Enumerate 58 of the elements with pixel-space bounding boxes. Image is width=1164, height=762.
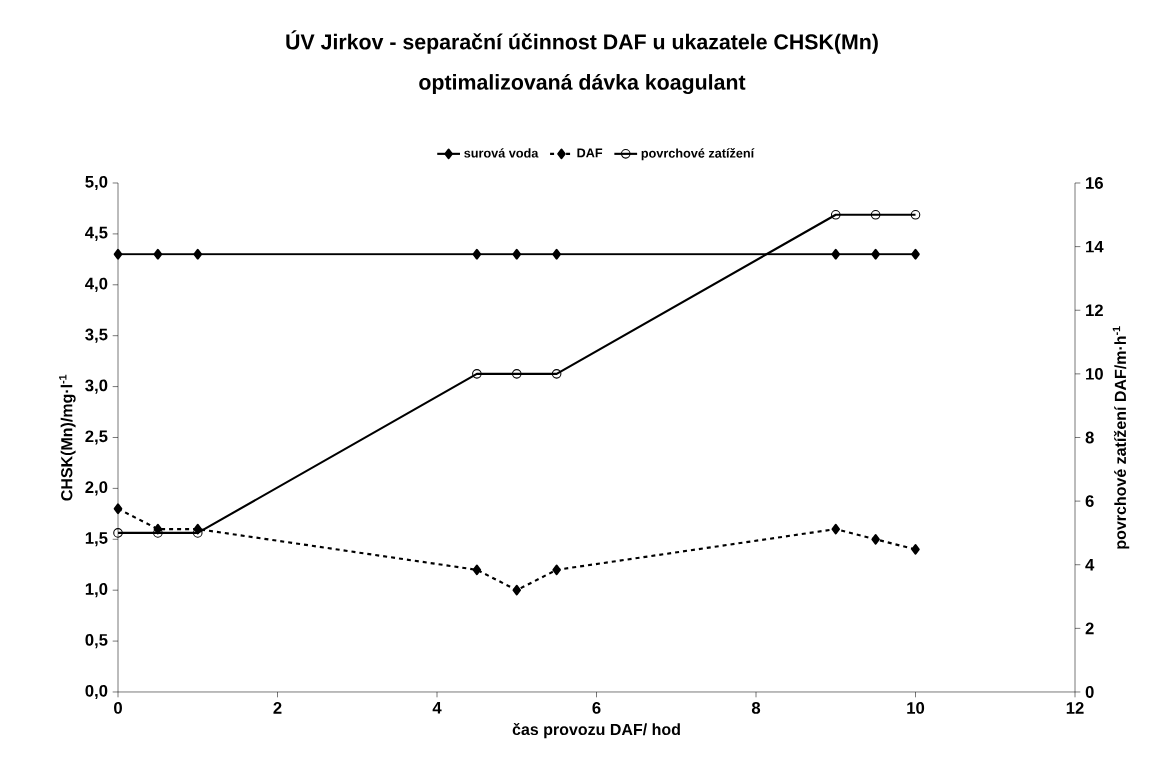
y2-tick-label: 8 (1085, 431, 1094, 444)
point (113, 248, 123, 260)
point (831, 248, 841, 260)
point (911, 544, 920, 555)
point (831, 523, 841, 535)
y2-tick-label: 16 (1086, 177, 1103, 189)
y-tick-label: 3,5 (85, 328, 108, 343)
y-tick-label: 4,0 (85, 277, 108, 292)
y-tick-label: 5,0 (85, 175, 108, 191)
point (552, 564, 561, 576)
x-tick-label: 12 (1066, 702, 1084, 714)
legend-label: DAF (577, 148, 603, 158)
point (911, 248, 920, 260)
x-tick-label: 8 (751, 702, 761, 714)
x-tick-label: 0 (114, 702, 122, 714)
point (113, 528, 123, 538)
y-tick-label: 2,5 (85, 430, 108, 445)
legend-label: surová voda (464, 148, 539, 158)
y-tick-label: 1,5 (85, 532, 108, 547)
point (512, 584, 522, 596)
point (153, 248, 163, 260)
y-tick-label: 3,0 (85, 379, 108, 394)
point (472, 564, 482, 576)
y-tick-label: 2,0 (85, 481, 108, 496)
y-tick-label: 0,5 (85, 633, 108, 649)
x-axis-title: čas provozu DAF/ hod (512, 722, 680, 739)
x-tick-label: 2 (273, 702, 282, 714)
point (512, 248, 522, 260)
y2-tick-label: 0 (1085, 686, 1094, 698)
point (193, 248, 203, 260)
point (472, 369, 482, 379)
x-tick-label: 4 (432, 702, 442, 714)
y2-tick-label: 12 (1086, 304, 1103, 317)
point (910, 209, 921, 220)
y-tick-label: 0,0 (85, 684, 108, 700)
y2-tick-label: 6 (1085, 495, 1094, 508)
y-tick-label: 1,0 (85, 583, 108, 598)
legend-label: povrchové zatížení (641, 148, 755, 161)
point (472, 248, 482, 260)
point (871, 248, 880, 260)
y2-axis-title: povrchové zatížení DAF/m·h$^{-1}$ (1112, 326, 1130, 549)
point (830, 209, 841, 220)
y2-tick-label: 2 (1085, 622, 1094, 635)
point (552, 248, 561, 260)
y2-tick-label: 10 (1086, 367, 1103, 380)
point (551, 369, 562, 379)
point (511, 369, 522, 379)
y2-tick-label: 4 (1085, 559, 1095, 571)
chart-title: ÚV Jirkov - separační účinnost DAF u ukazatele CHSK(Mn) (286, 30, 878, 54)
y-axis-title: CHSK(Mn)/mg·l$^{-1}$ (59, 374, 76, 501)
point (870, 209, 881, 220)
y-tick-label: 4,5 (85, 226, 108, 241)
y2-tick-label: 14 (1086, 240, 1104, 253)
x-tick-label: 10 (907, 702, 925, 714)
point (113, 503, 123, 515)
x-tick-label: 6 (592, 702, 601, 714)
point (871, 533, 880, 545)
chart-subtitle: optimalizovaná dávka koagulant (419, 73, 746, 95)
